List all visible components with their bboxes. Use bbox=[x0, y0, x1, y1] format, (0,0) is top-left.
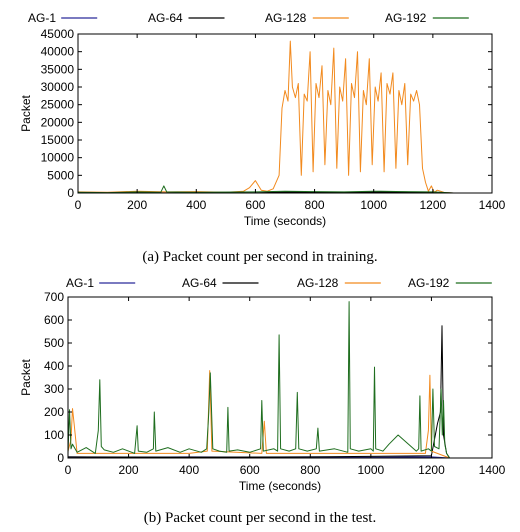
chart-a-y-tick-label: 45000 bbox=[41, 27, 75, 41]
chart-b-y-tick-label: 500 bbox=[44, 336, 64, 350]
chart-a-legend-label-ag-64: AG-64 bbox=[148, 11, 183, 25]
chart-b-y-tick-label: 300 bbox=[44, 382, 64, 396]
chart-a-x-tick-label: 600 bbox=[245, 198, 265, 212]
chart-b-caption: (b) Packet count per second in the test. bbox=[144, 510, 376, 526]
chart-b-y-axis-label: Packet bbox=[19, 358, 33, 395]
chart-b-x-tick-label: 400 bbox=[179, 463, 199, 477]
chart-a-y-axis-label: Packet bbox=[19, 94, 33, 131]
chart-b-y-tick-label: 0 bbox=[57, 451, 64, 465]
chart-a-x-tick-label: 800 bbox=[305, 198, 325, 212]
chart-b-x-axis-label: Time (seconds) bbox=[239, 479, 321, 493]
chart-b-legend-label-ag-192: AG-192 bbox=[408, 276, 450, 290]
chart-b-x-tick-label: 1200 bbox=[418, 463, 445, 477]
chart-b-y-tick-label: 100 bbox=[44, 428, 64, 442]
chart-a-y-tick-label: 10000 bbox=[41, 151, 75, 165]
chart-a-y-tick-label: 40000 bbox=[41, 45, 75, 59]
chart-b-plot-frame bbox=[67, 296, 493, 459]
chart-b-x-tick-label: 1400 bbox=[479, 463, 506, 477]
chart-a-legend-label-ag-1: AG-1 bbox=[28, 11, 56, 25]
chart-b-series-line-ag-192 bbox=[67, 301, 451, 459]
chart-b-y-tick-label: 600 bbox=[44, 313, 64, 327]
chart-a-plot-frame bbox=[77, 33, 493, 194]
chart-a-series-line-ag-192 bbox=[77, 185, 454, 194]
chart-b-legend-label-ag-128: AG-128 bbox=[297, 276, 339, 290]
chart-a-y-tick-label: 30000 bbox=[41, 80, 75, 94]
chart-a-y-tick-label: 20000 bbox=[41, 115, 75, 129]
chart-a-y-tick-label: 5000 bbox=[47, 168, 74, 182]
chart-b-x-tick-label: 0 bbox=[65, 463, 72, 477]
chart-a-caption: (a) Packet count per second in training. bbox=[142, 249, 377, 265]
chart-b-series-line-ag-128 bbox=[67, 370, 450, 459]
chart-a-y-tick-label: 35000 bbox=[41, 62, 75, 76]
chart-a-y-tick-label: 0 bbox=[67, 186, 74, 200]
chart-b-y-tick-label: 200 bbox=[44, 405, 64, 419]
chart-b-x-tick-label: 800 bbox=[300, 463, 320, 477]
chart-b-y-tick-label: 700 bbox=[44, 290, 64, 304]
chart-b-x-tick-label: 600 bbox=[240, 463, 260, 477]
chart-a-x-axis-label: Time (seconds) bbox=[244, 214, 326, 228]
chart-a-legend-label-ag-192: AG-192 bbox=[385, 11, 427, 25]
chart-a-x-tick-label: 1000 bbox=[360, 198, 387, 212]
chart-a-x-tick-label: 400 bbox=[186, 198, 206, 212]
chart-a-x-tick-label: 200 bbox=[127, 198, 147, 212]
chart-b-y-tick-label: 400 bbox=[44, 359, 64, 373]
chart-a-y-tick-label: 25000 bbox=[41, 98, 75, 112]
chart-a-legend-label-ag-128: AG-128 bbox=[265, 11, 307, 25]
chart-a-x-tick-label: 1400 bbox=[479, 198, 506, 212]
chart-b-x-tick-label: 200 bbox=[119, 463, 139, 477]
chart-a-series-line-ag-128 bbox=[77, 40, 454, 194]
chart-b-legend-label-ag-1: AG-1 bbox=[66, 276, 94, 290]
chart-a-x-tick-label: 0 bbox=[75, 198, 82, 212]
chart-a-y-tick-label: 15000 bbox=[41, 133, 75, 147]
chart-b-legend-label-ag-64: AG-64 bbox=[182, 276, 217, 290]
chart-b-x-tick-label: 1000 bbox=[358, 463, 385, 477]
chart-b-series-line-ag-64 bbox=[67, 325, 451, 459]
chart-a-x-tick-label: 1200 bbox=[420, 198, 447, 212]
